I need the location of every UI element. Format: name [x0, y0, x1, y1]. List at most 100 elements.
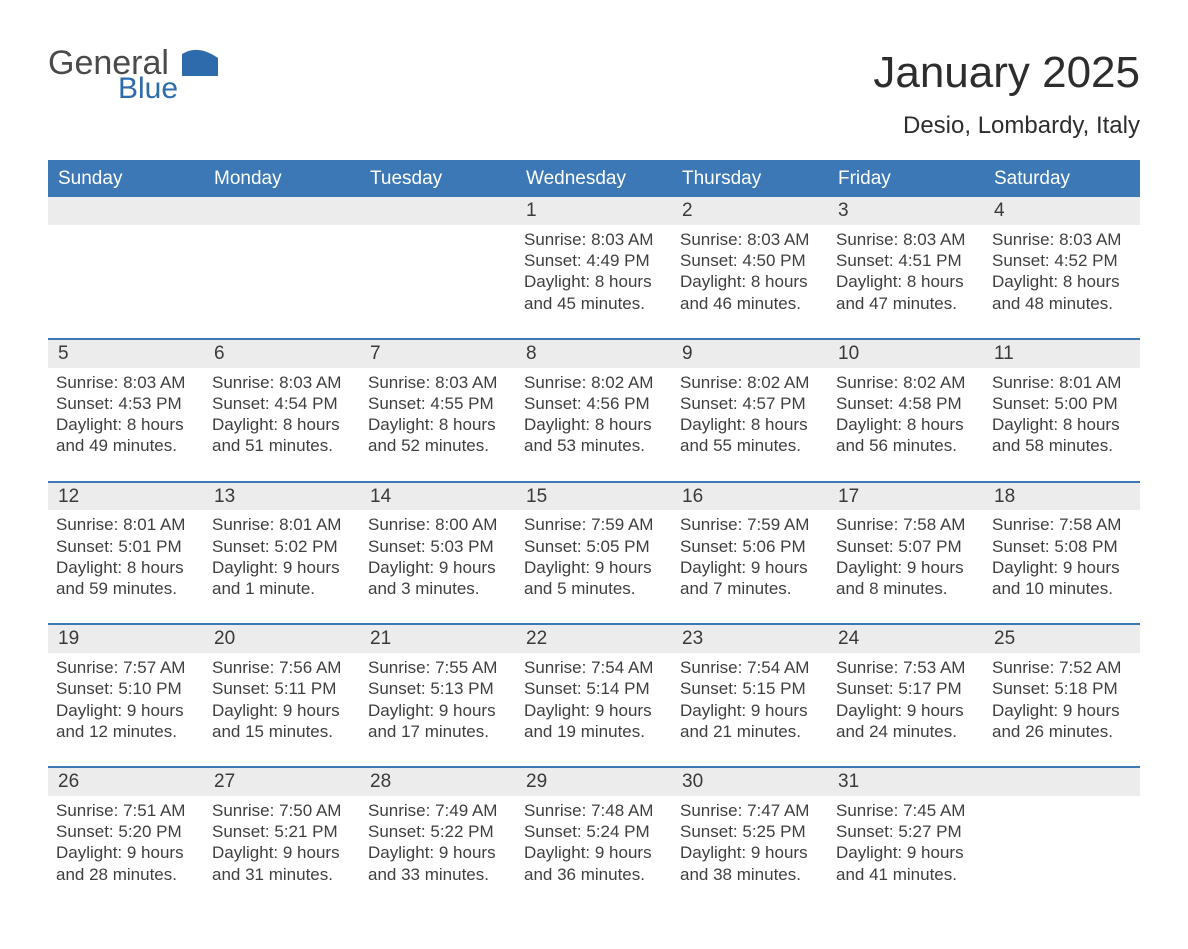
- daylight-line-2: and 8 minutes.: [836, 578, 976, 599]
- daylight-line-1: Daylight: 8 hours: [836, 414, 976, 435]
- brand-text: General Blue: [48, 48, 178, 102]
- sunrise-line: Sunrise: 8:03 AM: [992, 229, 1132, 250]
- calendar-grid: Sunday Monday Tuesday Wednesday Thursday…: [48, 160, 1140, 909]
- day-number: 26: [48, 768, 204, 796]
- calendar-cell: 25Sunrise: 7:52 AMSunset: 5:18 PMDayligh…: [984, 625, 1140, 766]
- day-number: 25: [984, 625, 1140, 653]
- daylight-line-1: Daylight: 9 hours: [680, 557, 820, 578]
- sunset-line: Sunset: 5:03 PM: [368, 536, 508, 557]
- daylight-line-1: Daylight: 8 hours: [992, 271, 1132, 292]
- calendar-cell: 30Sunrise: 7:47 AMSunset: 5:25 PMDayligh…: [672, 768, 828, 909]
- day-number: 4: [984, 197, 1140, 225]
- sunset-line: Sunset: 5:00 PM: [992, 393, 1132, 414]
- calendar-cell: 8Sunrise: 8:02 AMSunset: 4:56 PMDaylight…: [516, 340, 672, 481]
- sunrise-line: Sunrise: 7:54 AM: [680, 657, 820, 678]
- daylight-line-1: Daylight: 8 hours: [368, 414, 508, 435]
- day-number: 27: [204, 768, 360, 796]
- day-number: 8: [516, 340, 672, 368]
- daylight-line-2: and 26 minutes.: [992, 721, 1132, 742]
- sunset-line: Sunset: 4:55 PM: [368, 393, 508, 414]
- day-number: 20: [204, 625, 360, 653]
- day-number: 2: [672, 197, 828, 225]
- location-subtitle: Desio, Lombardy, Italy: [873, 112, 1140, 140]
- sunrise-line: Sunrise: 8:01 AM: [212, 514, 352, 535]
- sunset-line: Sunset: 5:06 PM: [680, 536, 820, 557]
- daylight-line-1: Daylight: 8 hours: [992, 414, 1132, 435]
- sunset-line: Sunset: 4:57 PM: [680, 393, 820, 414]
- sunrise-line: Sunrise: 7:55 AM: [368, 657, 508, 678]
- daylight-line-2: and 49 minutes.: [56, 435, 196, 456]
- day-number: 14: [360, 483, 516, 511]
- daylight-line-2: and 51 minutes.: [212, 435, 352, 456]
- calendar-cell: 19Sunrise: 7:57 AMSunset: 5:10 PMDayligh…: [48, 625, 204, 766]
- sunrise-line: Sunrise: 7:52 AM: [992, 657, 1132, 678]
- page-title: January 2025: [873, 48, 1140, 98]
- header: General Blue January 2025 Desio, Lombard…: [48, 48, 1140, 140]
- col-header-wednesday: Wednesday: [516, 162, 672, 197]
- calendar-cell: 2Sunrise: 8:03 AMSunset: 4:50 PMDaylight…: [672, 197, 828, 338]
- daylight-line-1: Daylight: 8 hours: [836, 271, 976, 292]
- sunrise-line: Sunrise: 8:02 AM: [680, 372, 820, 393]
- sunset-line: Sunset: 5:25 PM: [680, 821, 820, 842]
- col-header-friday: Friday: [828, 162, 984, 197]
- sunset-line: Sunset: 4:58 PM: [836, 393, 976, 414]
- sunset-line: Sunset: 4:50 PM: [680, 250, 820, 271]
- sunset-line: Sunset: 5:13 PM: [368, 678, 508, 699]
- calendar-cell: 16Sunrise: 7:59 AMSunset: 5:06 PMDayligh…: [672, 483, 828, 624]
- day-number: 13: [204, 483, 360, 511]
- sunrise-line: Sunrise: 7:45 AM: [836, 800, 976, 821]
- day-number: 6: [204, 340, 360, 368]
- daylight-line-1: Daylight: 9 hours: [56, 842, 196, 863]
- day-number: 3: [828, 197, 984, 225]
- daylight-line-1: Daylight: 9 hours: [212, 700, 352, 721]
- day-number: 23: [672, 625, 828, 653]
- sunset-line: Sunset: 5:15 PM: [680, 678, 820, 699]
- sunrise-line: Sunrise: 7:49 AM: [368, 800, 508, 821]
- daylight-line-1: Daylight: 9 hours: [368, 700, 508, 721]
- daylight-line-1: Daylight: 8 hours: [524, 271, 664, 292]
- daylight-line-2: and 28 minutes.: [56, 864, 196, 885]
- sunrise-line: Sunrise: 7:50 AM: [212, 800, 352, 821]
- sunset-line: Sunset: 5:14 PM: [524, 678, 664, 699]
- calendar-cell-empty: [984, 768, 1140, 909]
- sunset-line: Sunset: 5:02 PM: [212, 536, 352, 557]
- daylight-line-2: and 10 minutes.: [992, 578, 1132, 599]
- day-number: 28: [360, 768, 516, 796]
- daylight-line-2: and 55 minutes.: [680, 435, 820, 456]
- calendar-cell: 18Sunrise: 7:58 AMSunset: 5:08 PMDayligh…: [984, 483, 1140, 624]
- daylight-line-2: and 7 minutes.: [680, 578, 820, 599]
- sunrise-line: Sunrise: 7:53 AM: [836, 657, 976, 678]
- daylight-line-2: and 52 minutes.: [368, 435, 508, 456]
- day-number: 10: [828, 340, 984, 368]
- daylight-line-1: Daylight: 9 hours: [524, 842, 664, 863]
- sunrise-line: Sunrise: 8:00 AM: [368, 514, 508, 535]
- daylight-line-1: Daylight: 9 hours: [680, 842, 820, 863]
- sunset-line: Sunset: 5:27 PM: [836, 821, 976, 842]
- daylight-line-2: and 58 minutes.: [992, 435, 1132, 456]
- calendar-cell-empty: [48, 197, 204, 338]
- daylight-line-2: and 46 minutes.: [680, 293, 820, 314]
- day-number: 24: [828, 625, 984, 653]
- col-header-tuesday: Tuesday: [360, 162, 516, 197]
- calendar-cell: 28Sunrise: 7:49 AMSunset: 5:22 PMDayligh…: [360, 768, 516, 909]
- daylight-line-1: Daylight: 9 hours: [524, 557, 664, 578]
- sunset-line: Sunset: 4:49 PM: [524, 250, 664, 271]
- daylight-line-1: Daylight: 9 hours: [56, 700, 196, 721]
- calendar-cell: 22Sunrise: 7:54 AMSunset: 5:14 PMDayligh…: [516, 625, 672, 766]
- daylight-line-1: Daylight: 9 hours: [368, 842, 508, 863]
- day-number: 17: [828, 483, 984, 511]
- sunrise-line: Sunrise: 8:03 AM: [524, 229, 664, 250]
- daylight-line-1: Daylight: 8 hours: [524, 414, 664, 435]
- sunrise-line: Sunrise: 7:56 AM: [212, 657, 352, 678]
- sunset-line: Sunset: 5:21 PM: [212, 821, 352, 842]
- calendar-cell: 26Sunrise: 7:51 AMSunset: 5:20 PMDayligh…: [48, 768, 204, 909]
- sunrise-line: Sunrise: 8:01 AM: [992, 372, 1132, 393]
- daylight-line-1: Daylight: 9 hours: [992, 700, 1132, 721]
- daylight-line-2: and 59 minutes.: [56, 578, 196, 599]
- calendar-cell: 24Sunrise: 7:53 AMSunset: 5:17 PMDayligh…: [828, 625, 984, 766]
- day-number-strip: [360, 197, 516, 225]
- sunset-line: Sunset: 5:10 PM: [56, 678, 196, 699]
- daylight-line-2: and 3 minutes.: [368, 578, 508, 599]
- day-number: 11: [984, 340, 1140, 368]
- daylight-line-1: Daylight: 9 hours: [524, 700, 664, 721]
